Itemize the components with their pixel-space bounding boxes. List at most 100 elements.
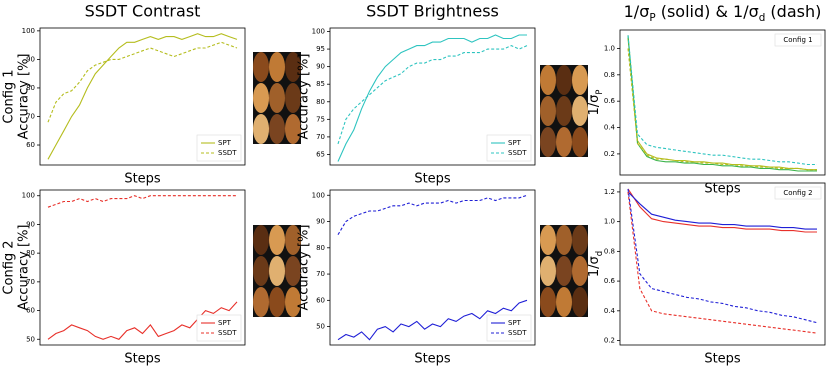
thumbnail xyxy=(540,225,588,317)
series-line xyxy=(627,48,817,171)
series-line xyxy=(627,188,818,324)
thumbnail xyxy=(253,52,301,144)
legend-label: SPT xyxy=(218,139,232,147)
thumbnail-cell xyxy=(572,256,588,286)
y-tick-label: 70 xyxy=(316,133,325,141)
legend-box xyxy=(774,186,822,200)
legend-label: SSDT xyxy=(508,149,527,157)
thumbnail-cell xyxy=(253,287,269,317)
y-tick-label: 0.6 xyxy=(604,277,616,285)
thumbnail-cell xyxy=(572,225,588,255)
y-axis-label: 1/σd xyxy=(587,251,604,277)
text-part: 1/σ xyxy=(624,2,650,21)
x-axis-label: Steps xyxy=(414,352,451,367)
legend-box xyxy=(196,314,242,342)
y-tick-label: 60 xyxy=(26,307,35,315)
y-tick-label: 0.6 xyxy=(604,97,616,105)
thumbnail-cell xyxy=(253,225,269,255)
thumbnail-cell xyxy=(556,225,572,255)
plot-frame xyxy=(619,182,826,346)
plot-frame xyxy=(619,29,826,176)
thumbnail-cell xyxy=(269,256,285,286)
series-line xyxy=(337,299,528,341)
subscript: P xyxy=(594,90,604,95)
thumbnail-cell xyxy=(556,256,572,286)
thumbnail-cell xyxy=(285,287,301,317)
x-axis-label: Steps xyxy=(124,352,161,367)
chart-title: SSDT Contrast xyxy=(85,2,201,21)
thumbnail-cell xyxy=(572,287,588,317)
y-tick-label: 90 xyxy=(316,218,325,226)
series-line xyxy=(47,195,237,208)
thumbnail-cell xyxy=(285,83,301,113)
y-tick-label: 70 xyxy=(316,270,325,278)
y-tick-label: 80 xyxy=(316,98,325,106)
y-tick-label: 0.8 xyxy=(604,71,615,79)
series-line xyxy=(337,44,528,145)
legend-label: SSDT xyxy=(218,329,237,337)
legend-label: SPT xyxy=(218,319,232,327)
thumbnail-cell xyxy=(285,52,301,82)
y-tick-label: 70 xyxy=(26,278,35,286)
x-axis-label: Steps xyxy=(704,182,741,197)
thumbnail-cell xyxy=(269,83,285,113)
thumbnail-cell xyxy=(285,114,301,144)
y-tick-label: 0.8 xyxy=(604,247,615,255)
thumbnail-cell xyxy=(572,96,588,126)
thumbnail-cell xyxy=(540,225,556,255)
thumbnail-cell xyxy=(556,127,572,157)
y-tick-label: 80 xyxy=(26,84,35,92)
thumbnail-cell xyxy=(269,52,285,82)
y-tick-label: 1.2 xyxy=(604,188,615,196)
thumbnail-cell xyxy=(540,287,556,317)
thumbnail-cell xyxy=(572,127,588,157)
y-tick-label: 1.0 xyxy=(604,44,615,52)
x-axis-label: Steps xyxy=(414,172,451,187)
y-tick-label: 0.4 xyxy=(604,307,616,315)
thumbnail-cell xyxy=(540,96,556,126)
y-axis-label: 1/σP xyxy=(587,90,604,116)
y-tick-label: 80 xyxy=(26,249,35,257)
x-axis-label: Steps xyxy=(124,172,161,187)
series-line xyxy=(627,191,818,334)
thumbnail-cell xyxy=(285,256,301,286)
y-tick-label: 0.2 xyxy=(604,150,615,158)
x-axis-label: Steps xyxy=(704,352,741,367)
thumbnail-cell xyxy=(253,52,269,82)
legend-label: SPT xyxy=(508,319,522,327)
y-axis-label: Accuracy [%] xyxy=(297,225,312,311)
text-part: (solid) & 1/σ xyxy=(656,2,759,21)
legend-title: Config 1 xyxy=(783,36,812,44)
legend-title: Config 2 xyxy=(783,189,812,197)
subscript: P xyxy=(649,12,655,24)
series-line xyxy=(47,41,238,123)
y-tick-label: 50 xyxy=(316,323,325,331)
y-tick-label: 85 xyxy=(316,80,325,88)
y-axis-label: Accuracy [%] xyxy=(17,54,32,140)
row-label: Config 2 xyxy=(2,240,17,294)
thumbnail-cell xyxy=(540,256,556,286)
series-line xyxy=(47,301,238,340)
y-tick-label: 80 xyxy=(316,244,325,252)
y-tick-label: 70 xyxy=(26,112,35,120)
y-tick-label: 75 xyxy=(316,115,325,123)
legend-box xyxy=(196,134,242,162)
y-tick-label: 90 xyxy=(26,55,35,63)
legend-box xyxy=(774,33,822,47)
series-line xyxy=(337,34,527,162)
chart-title: SSDT Brightness xyxy=(366,2,499,21)
plot-frame xyxy=(329,27,536,166)
y-tick-label: 100 xyxy=(22,27,35,35)
y-tick-label: 90 xyxy=(26,220,35,228)
row-label: Config 1 xyxy=(2,69,17,123)
plot-frame xyxy=(329,189,536,346)
thumbnail-cell xyxy=(540,127,556,157)
thumbnail xyxy=(253,225,301,317)
y-tick-label: 95 xyxy=(316,45,325,53)
legend-box xyxy=(486,314,532,342)
legend-label: SSDT xyxy=(508,329,527,337)
thumbnail-cell xyxy=(269,114,285,144)
text-part: 1/σ xyxy=(587,256,602,277)
series-line xyxy=(337,194,528,235)
